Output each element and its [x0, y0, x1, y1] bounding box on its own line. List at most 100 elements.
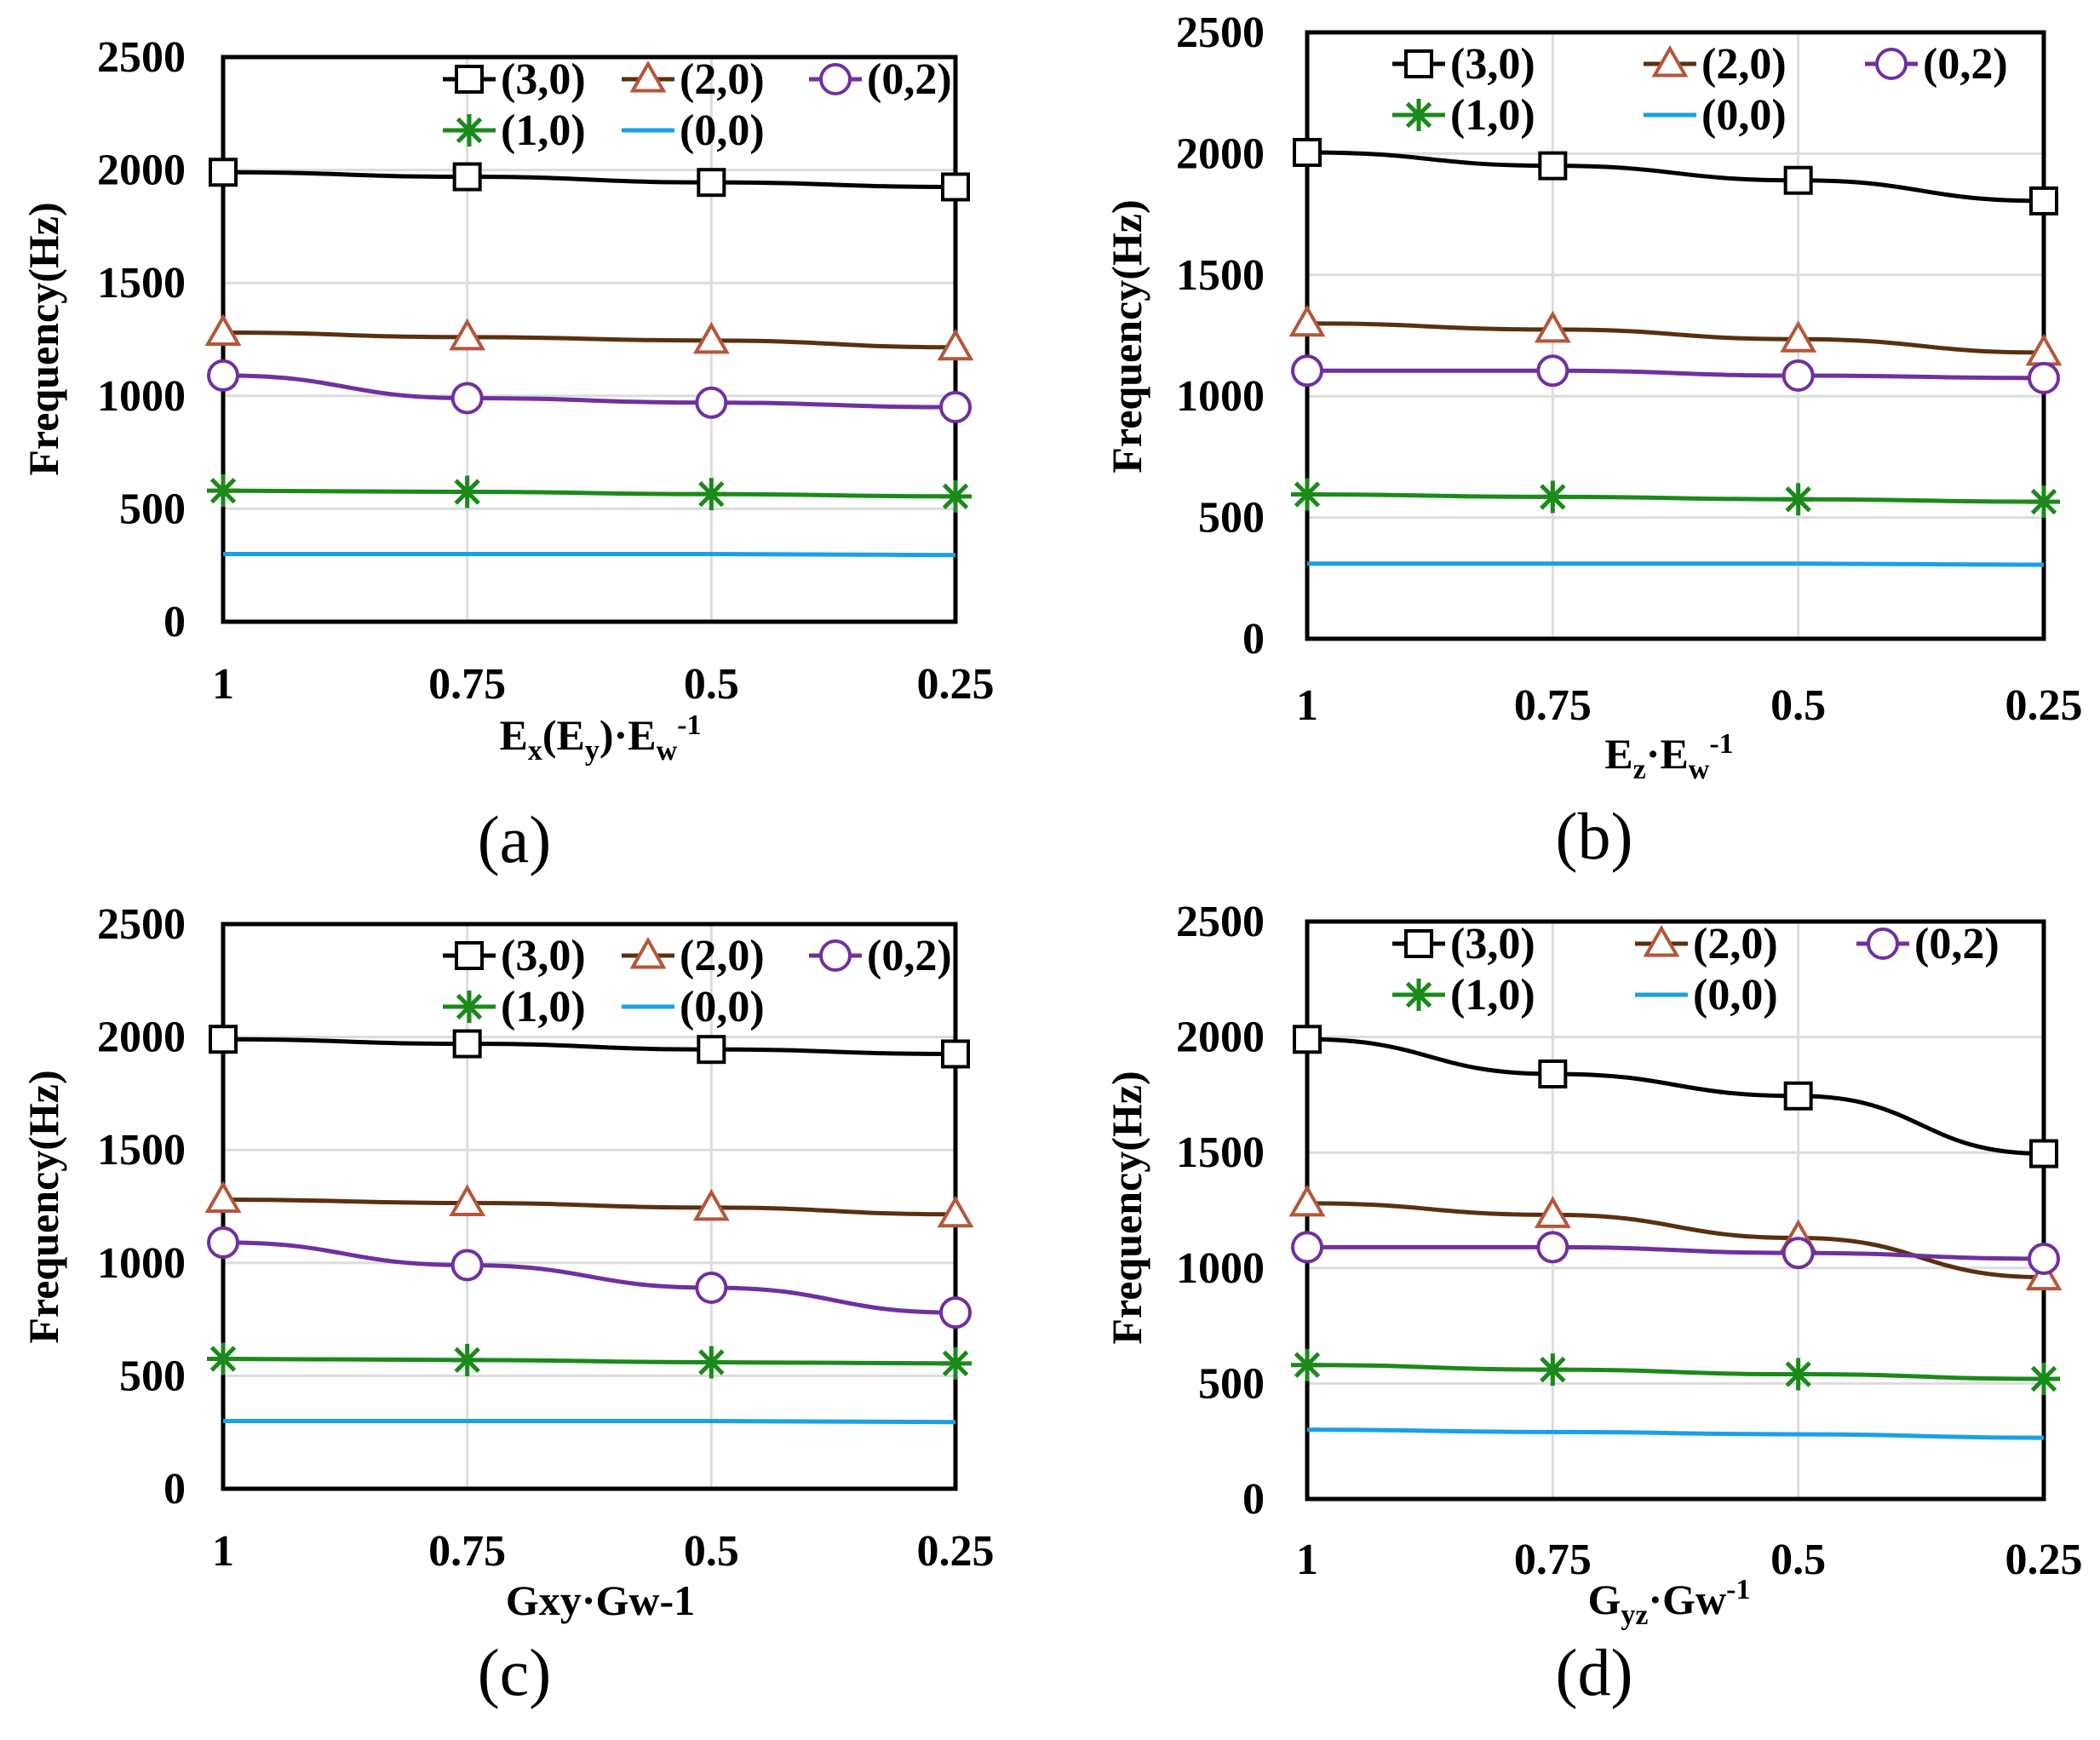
legend-label: (1,0) — [1450, 971, 1535, 1019]
legend-marker — [1875, 48, 1908, 80]
data-point-marker — [697, 168, 726, 198]
y-axis-label: Frequency(Hz) — [20, 202, 67, 475]
panel-label: (c) — [478, 1635, 552, 1709]
x-axis-label: Ez·Ew-1 — [1604, 728, 1733, 785]
y-axis-label: Frequency(Hz) — [20, 1070, 67, 1343]
data-point-marker — [1782, 1358, 1815, 1391]
panel-label: (a) — [478, 802, 552, 876]
data-point-marker — [452, 1029, 482, 1059]
x-tick-label: 0.75 — [1514, 681, 1592, 730]
legend-label: (2,0) — [680, 932, 765, 980]
data-point-marker — [1534, 1196, 1571, 1228]
legend: (3,0) (2,0) (0,2) (1,0) (0,0) — [443, 932, 952, 1031]
y-tick-label: 1000 — [1176, 1244, 1265, 1293]
data-point-marker — [207, 359, 239, 392]
legend-label: (0,0) — [1701, 91, 1787, 140]
y-tick-label: 2000 — [1176, 129, 1265, 178]
legend-marker — [455, 941, 484, 970]
data-point-marker — [207, 474, 239, 508]
x-axis-label-part: -1 — [677, 709, 701, 741]
x-axis-label-part: w — [1689, 754, 1710, 785]
x-axis-label-part: ·Gw — [1648, 1576, 1726, 1623]
x-tick-label: 0.5 — [1770, 1536, 1826, 1584]
data-point-marker — [1536, 480, 1569, 514]
data-point-marker — [204, 1180, 242, 1214]
x-axis-label-part: z — [1633, 754, 1646, 785]
legend-marker — [1404, 49, 1433, 78]
y-tick-label: 0 — [164, 598, 186, 646]
data-point-marker — [1536, 354, 1569, 388]
y-tick-label: 500 — [119, 485, 186, 533]
legend-label: (0,2) — [1914, 920, 2000, 968]
data-point-marker — [692, 321, 730, 354]
legend: (3,0) (2,0) (0,2) (1,0) (0,0) — [1392, 920, 2000, 1019]
chart-panel-c: 0 500 1000 1500 2000 2500 1 0.75 0.5 0.25 Frequenc… — [20, 900, 995, 1709]
data-point-marker — [695, 386, 728, 419]
y-tick-label: 500 — [1198, 494, 1265, 543]
x-tick-label: 1 — [1296, 1536, 1318, 1584]
data-point-marker — [941, 172, 970, 202]
data-point-marker — [1782, 359, 1815, 392]
data-point-marker — [939, 1347, 972, 1380]
data-point-marker — [1536, 1231, 1569, 1264]
data-point-marker — [1783, 1081, 1813, 1111]
x-tick-label: 0.5 — [684, 1527, 739, 1576]
x-axis-label-part: E — [500, 711, 528, 759]
data-point-marker — [939, 480, 972, 513]
series-line-(0,2) — [1306, 1244, 2045, 1261]
data-point-marker — [695, 478, 728, 511]
data-point-marker — [207, 1342, 239, 1375]
data-point-marker — [450, 1249, 484, 1282]
x-axis-label: Gyz·Gw-1 — [1587, 1574, 1750, 1631]
data-point-marker — [452, 162, 482, 192]
panel-label: (d) — [1556, 1635, 1633, 1709]
series-line-(1,0) — [1306, 492, 2045, 504]
data-point-marker — [1783, 165, 1813, 195]
legend-label: (2,0) — [1693, 920, 1778, 968]
data-point-marker — [692, 1188, 730, 1221]
legend-marker — [629, 936, 667, 969]
data-point-marker — [2028, 361, 2060, 394]
data-point-marker — [1291, 1231, 1323, 1264]
y-tick-label: 2500 — [97, 900, 186, 949]
legend: (3,0) (2,0) (0,2) (1,0) (0,0) — [1392, 40, 2008, 140]
legend-marker — [1403, 99, 1435, 131]
legend-label: (3,0) — [501, 932, 586, 980]
y-tick-label: 2000 — [1176, 1014, 1265, 1062]
series-line-(3,0) — [1306, 150, 2045, 204]
data-point-marker — [937, 328, 974, 361]
series-line-(3,0) — [222, 1037, 956, 1056]
y-tick-label: 0 — [164, 1465, 186, 1513]
data-point-marker — [1288, 304, 1326, 337]
y-tick-label: 1500 — [97, 1126, 186, 1174]
x-axis-label-part: yz — [1621, 1599, 1648, 1631]
y-axis-label: Frequency(Hz) — [1103, 1071, 1150, 1344]
y-tick-label: 500 — [1198, 1359, 1265, 1408]
x-tick-label: 0.75 — [1514, 1536, 1592, 1584]
legend-marker — [455, 65, 484, 94]
x-axis-label: Ex(Ey)·Ew-1 — [500, 709, 702, 767]
chart-panel-d: 0 500 1000 1500 2000 2500 1 0.75 0.5 0.25 Frequenc… — [1103, 898, 2083, 1709]
data-point-marker — [449, 1184, 486, 1217]
data-point-marker — [1291, 478, 1323, 511]
legend-marker — [1651, 44, 1689, 78]
data-point-marker — [1538, 151, 1568, 181]
y-tick-label: 2500 — [97, 33, 186, 82]
series-line-(1,0) — [222, 488, 956, 499]
data-point-marker — [2028, 1362, 2060, 1395]
x-axis-label-part: y — [585, 735, 600, 767]
x-axis-label-part: G — [1587, 1576, 1621, 1623]
data-point-marker — [2028, 485, 2060, 519]
legend-label: (2,0) — [1701, 40, 1787, 89]
legend-label: (2,0) — [680, 55, 765, 104]
series-line-(1,0) — [1306, 1363, 2045, 1381]
data-point-marker — [695, 1271, 728, 1304]
data-point-marker — [939, 1296, 972, 1329]
y-tick-label: 2500 — [1176, 898, 1265, 946]
series-line-(0,2) — [1306, 368, 2045, 381]
data-point-marker — [209, 1025, 238, 1054]
data-point-marker — [2025, 1258, 2063, 1291]
series-line-(3,0) — [1306, 1037, 2045, 1157]
y-axis-label: Frequency(Hz) — [1103, 199, 1150, 473]
data-point-marker — [697, 1035, 726, 1065]
